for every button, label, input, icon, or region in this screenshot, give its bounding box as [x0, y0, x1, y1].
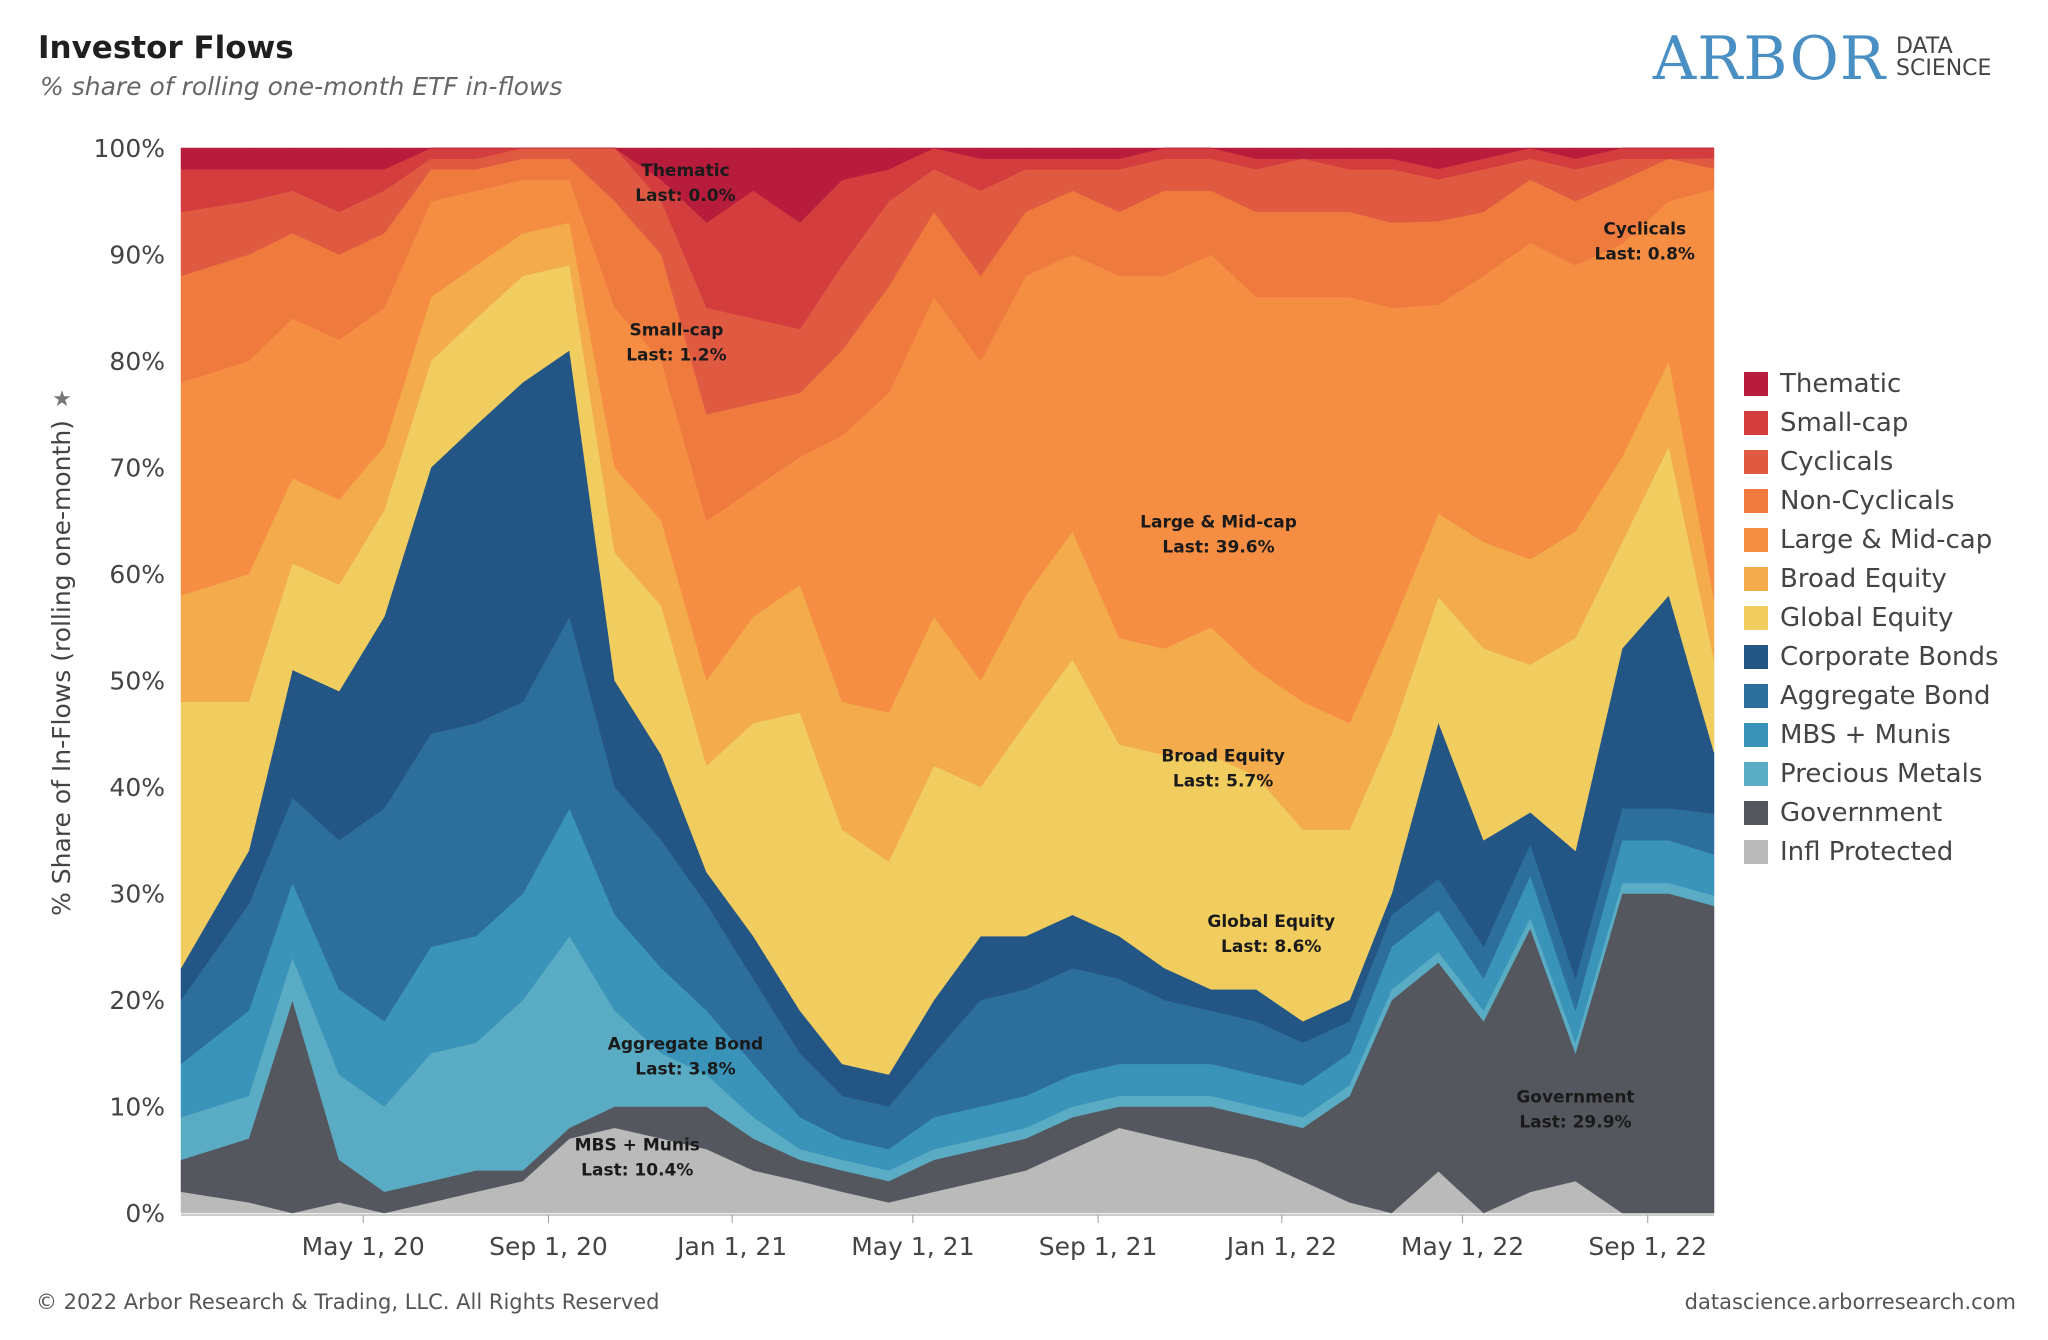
y-tick-label: 60%: [109, 560, 165, 589]
area-series-group: [180, 147, 1715, 1214]
legend-label: Precious Metals: [1780, 758, 1983, 789]
copyright-text: © 2022 Arbor Research & Trading, LLC. Al…: [36, 1290, 660, 1314]
legend-item-thematic[interactable]: Thematic: [1744, 364, 1999, 403]
legend-label: Global Equity: [1780, 602, 1954, 633]
logo-sub-line2: SCIENCE: [1896, 56, 1992, 81]
pin-icon[interactable]: ★: [52, 387, 72, 412]
legend-swatch: [1744, 761, 1768, 786]
annotation-label: Aggregate Bond: [608, 1034, 764, 1054]
legend-item-mbs-munis[interactable]: MBS + Munis: [1744, 715, 1999, 754]
legend-item-corporate-bonds[interactable]: Corporate Bonds: [1744, 637, 1999, 676]
area-thematic[interactable]: [180, 147, 1714, 223]
y-tick-label: 50%: [109, 667, 165, 696]
legend-label: MBS + Munis: [1780, 719, 1951, 750]
legend-swatch: [1744, 488, 1768, 513]
y-tick-label: 70%: [109, 454, 165, 483]
annotation-label: Cyclicals: [1603, 220, 1686, 240]
legend-swatch: [1744, 449, 1768, 474]
legend-item-infl-protected[interactable]: Infl Protected: [1744, 832, 1999, 871]
legend-swatch: [1744, 839, 1768, 864]
legend-item-small-cap[interactable]: Small-cap: [1744, 403, 1999, 442]
annotation-value: Last: 10.4%: [581, 1160, 693, 1180]
legend-label: Infl Protected: [1780, 836, 1954, 867]
source-url[interactable]: datascience.arborresearch.com: [1684, 1290, 2016, 1314]
annotation-label: Government: [1516, 1088, 1634, 1108]
logo-sub-line1: DATA: [1896, 34, 1953, 59]
legend-label: Small-cap: [1780, 407, 1909, 438]
legend-item-precious-metals[interactable]: Precious Metals: [1744, 754, 1999, 793]
legend-swatch: [1744, 605, 1768, 630]
x-axis-ticks: May 1, 20 Sep 1, 20 Jan 1, 21 May 1, 21 Sep …: [181, 1214, 1714, 1261]
annotation-value: Last: 29.9%: [1519, 1113, 1631, 1133]
y-axis-label: % Share of In-Flows (rolling one-month): [47, 420, 76, 916]
legend-item-cyclicals[interactable]: Cyclicals: [1744, 442, 1999, 481]
legend-label: Large & Mid-cap: [1780, 524, 1993, 555]
legend-swatch: [1744, 527, 1768, 552]
legend-label: Aggregate Bond: [1780, 680, 1991, 711]
annotation-label: MBS + Munis: [575, 1135, 700, 1155]
legend-label: Government: [1780, 797, 1943, 828]
legend-swatch: [1744, 800, 1768, 825]
annotation-value: Last: 3.8%: [635, 1059, 735, 1079]
legend-item-global-equity[interactable]: Global Equity: [1744, 598, 1999, 637]
legend-item-large-mid-cap[interactable]: Large & Mid-cap: [1744, 520, 1999, 559]
y-tick-label: 0%: [125, 1199, 165, 1228]
annotation-value: Last: 1.2%: [626, 346, 726, 366]
y-tick-label: 100%: [94, 134, 165, 163]
legend-swatch: [1744, 683, 1768, 708]
annotation-value: Last: 0.0%: [635, 186, 735, 206]
logo-main-text: ARBOR: [1652, 24, 1886, 94]
annotation-label: Global Equity: [1207, 912, 1335, 932]
annotations-group: Thematic Last: 0.0% Small-cap Last: 1.2% Cyc…: [575, 161, 1695, 1180]
legend-item-non-cyclicals[interactable]: Non-Cyclicals: [1744, 481, 1999, 520]
y-tick-label: 90%: [109, 241, 165, 270]
x-tick-label: Sep 1, 20: [489, 1232, 608, 1261]
legend-swatch: [1744, 644, 1768, 669]
annotation-value: Last: 5.7%: [1173, 772, 1273, 792]
legend-swatch: [1744, 566, 1768, 591]
y-tick-label: 30%: [109, 880, 165, 909]
x-tick-label: Jan 1, 22: [1225, 1232, 1337, 1261]
legend-item-broad-equity[interactable]: Broad Equity: [1744, 559, 1999, 598]
y-tick-label: 40%: [109, 773, 165, 802]
x-tick-label: Jan 1, 21: [675, 1232, 787, 1261]
legend-label: Corporate Bonds: [1780, 641, 1999, 672]
x-tick-label: Sep 1, 22: [1588, 1232, 1707, 1261]
legend: Thematic Small-cap Cyclicals Non-Cyclicals L…: [1744, 364, 1999, 871]
x-tick-label: May 1, 22: [1401, 1232, 1524, 1261]
y-tick-label: 10%: [109, 1093, 165, 1122]
chart-subtitle: % share of rolling one-month ETF in-flow…: [40, 72, 563, 101]
legend-label: Cyclicals: [1780, 446, 1894, 477]
y-axis-ticks: 0% 10% 20% 30% 40% 50% 60% 70% 80% 90% 100%: [94, 134, 165, 1228]
y-tick-label: 20%: [109, 986, 165, 1015]
legend-swatch: [1744, 722, 1768, 747]
x-tick-label: May 1, 21: [851, 1232, 974, 1261]
chart-title: Investor Flows: [38, 30, 294, 66]
legend-item-aggregate-bond[interactable]: Aggregate Bond: [1744, 676, 1999, 715]
y-tick-label: 80%: [109, 347, 165, 376]
annotation-value: Last: 0.8%: [1595, 245, 1695, 265]
legend-label: Thematic: [1780, 368, 1902, 399]
legend-item-government[interactable]: Government: [1744, 793, 1999, 832]
x-tick-label: May 1, 20: [302, 1232, 425, 1261]
annotation-label: Thematic: [641, 161, 729, 181]
annotation-value: Last: 39.6%: [1162, 537, 1274, 557]
y-axis-label-group: % Share of In-Flows (rolling one-month) …: [47, 387, 76, 916]
logo-sub-text: DATA SCIENCE: [1896, 36, 2026, 80]
annotation-label: Large & Mid-cap: [1140, 512, 1297, 532]
legend-label: Non-Cyclicals: [1780, 485, 1955, 516]
annotation-label: Broad Equity: [1161, 747, 1285, 767]
legend-label: Broad Equity: [1780, 563, 1947, 594]
legend-swatch: [1744, 410, 1768, 435]
x-tick-label: Sep 1, 21: [1039, 1232, 1158, 1261]
legend-swatch: [1744, 371, 1768, 396]
annotation-value: Last: 8.6%: [1221, 937, 1321, 957]
annotation-label: Small-cap: [630, 321, 724, 341]
